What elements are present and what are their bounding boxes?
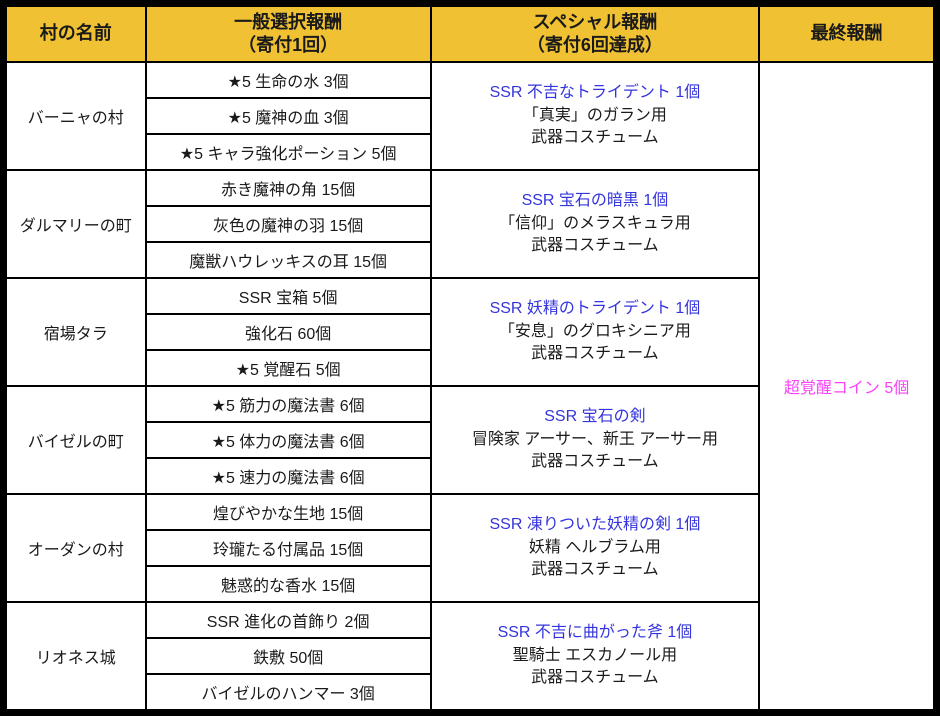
table-row: ★5 キャラ強化ポーション 5個	[4, 133, 937, 171]
village-cell: バイゼルの町	[2, 385, 147, 495]
special-reward-type: 武器コスチューム	[531, 669, 659, 687]
table-row: ★5 魔神の血 3個	[4, 97, 937, 135]
final-reward-text: 超覚醒コイン 5個	[783, 380, 910, 397]
special-reward-name: SSR 不吉なトライデント 1個	[489, 84, 701, 102]
header-general-reward: 一般選択報酬 （寄付1回）	[144, 2, 432, 63]
special-reward-type: 武器コスチューム	[531, 237, 659, 255]
special-reward-type: 武器コスチューム	[531, 129, 659, 147]
village-cell: 宿場タラ	[2, 277, 147, 387]
item-cell: ★5 覚醒石 5個	[144, 349, 432, 387]
special-reward-target: 妖精 ヘルブラム用	[528, 538, 661, 556]
village-cell: オーダンの村	[2, 493, 147, 603]
special-reward-cell: SSR 不吉なトライデント 1個 「真実」のガラン用 武器コスチューム	[429, 61, 761, 171]
final-reward-cell: 超覚醒コイン 5個	[758, 61, 938, 714]
header-general-reward-label: 一般選択報酬	[234, 11, 343, 32]
item-cell: 魅惑的な香水 15個	[144, 565, 432, 603]
item-cell: 玲瓏たる付属品 15個	[144, 529, 432, 567]
table-row: 鉄敷 50個	[4, 637, 937, 675]
item-cell: ★5 筋力の魔法書 6個	[144, 385, 432, 423]
table-row: 強化石 60個	[4, 313, 937, 351]
village-cell: バーニャの村	[2, 61, 147, 171]
item-cell: 赤き魔神の角 15個	[144, 169, 432, 207]
header-special-reward: スペシャル報酬 （寄付6回達成）	[429, 2, 761, 63]
item-cell: ★5 速力の魔法書 6個	[144, 457, 432, 495]
village-cell: ダルマリーの町	[2, 169, 147, 279]
special-reward-name: SSR 凍りついた妖精の剣 1個	[489, 516, 701, 534]
special-reward-cell: SSR 宝石の暗黒 1個 「信仰」のメラスキュラ用 武器コスチューム	[429, 169, 761, 279]
table-row: 玲瓏たる付属品 15個	[4, 529, 937, 567]
item-cell: バイゼルのハンマー 3個	[144, 673, 432, 714]
table-row: バイゼルの町 ★5 筋力の魔法書 6個 SSR 宝石の剣 冒険家 アーサー、新王…	[2, 385, 937, 495]
special-reward-type: 武器コスチューム	[531, 453, 659, 471]
table-row: 魔獣ハウレッキスの耳 15個	[4, 241, 937, 279]
header-final-reward: 最終報酬	[758, 2, 938, 63]
item-cell: 煌びやかな生地 15個	[144, 493, 432, 531]
header-general-reward-sublabel: （寄付1回）	[238, 35, 339, 55]
table-row: 宿場タラ SSR 宝箱 5個 SSR 妖精のトライデント 1個 「安息」のグロキ…	[2, 277, 937, 387]
special-reward-name: SSR 不吉に曲がった斧 1個	[497, 624, 693, 642]
village-cell: リオネス城	[2, 601, 147, 714]
table-row: オーダンの村 煌びやかな生地 15個 SSR 凍りついた妖精の剣 1個 妖精 ヘ…	[2, 493, 937, 603]
item-cell: ★5 魔神の血 3個	[144, 97, 432, 135]
item-cell: 魔獣ハウレッキスの耳 15個	[144, 241, 432, 279]
header-special-reward-sublabel: （寄付6回達成）	[526, 35, 663, 55]
header-special-reward-label: スペシャル報酬	[532, 11, 658, 32]
special-reward-type: 武器コスチューム	[531, 345, 659, 363]
special-reward-target: 「真実」のガラン用	[522, 106, 667, 124]
item-cell: 鉄敷 50個	[144, 637, 432, 675]
special-reward-cell: SSR 凍りついた妖精の剣 1個 妖精 ヘルブラム用 武器コスチューム	[429, 493, 761, 603]
special-reward-name: SSR 宝石の暗黒 1個	[521, 192, 669, 210]
table-row: ★5 体力の魔法書 6個	[4, 421, 937, 459]
header-village: 村の名前	[2, 2, 147, 63]
special-reward-cell: SSR 宝石の剣 冒険家 アーサー、新王 アーサー用 武器コスチューム	[429, 385, 761, 495]
table-row: 魅惑的な香水 15個	[4, 565, 937, 603]
item-cell: SSR 進化の首飾り 2個	[144, 601, 432, 639]
header-row: 村の名前 一般選択報酬 （寄付1回） スペシャル報酬 （寄付6回達成） 最終報酬	[2, 2, 938, 63]
item-cell: 灰色の魔神の羽 15個	[144, 205, 432, 243]
item-cell: 強化石 60個	[144, 313, 432, 351]
special-reward-name: SSR 妖精のトライデント 1個	[489, 300, 701, 318]
item-cell: ★5 キャラ強化ポーション 5個	[144, 133, 432, 171]
special-reward-type: 武器コスチューム	[531, 561, 659, 579]
item-cell: SSR 宝箱 5個	[144, 277, 432, 315]
table-row: ★5 覚醒石 5個	[4, 349, 937, 387]
special-reward-target: 聖騎士 エスカノール用	[512, 646, 678, 664]
special-reward-target: 「安息」のグロキシニア用	[498, 322, 691, 340]
special-reward-cell: SSR 不吉に曲がった斧 1個 聖騎士 エスカノール用 武器コスチューム	[429, 601, 761, 714]
item-cell: ★5 体力の魔法書 6個	[144, 421, 432, 459]
table-row: バーニャの村 ★5 生命の水 3個 SSR 不吉なトライデント 1個 「真実」の…	[2, 61, 938, 714]
special-reward-target: 「信仰」のメラスキュラ用	[499, 214, 691, 232]
table-row: ダルマリーの町 赤き魔神の角 15個 SSR 宝石の暗黒 1個 「信仰」のメラス…	[2, 169, 937, 279]
header-final-reward-label: 最終報酬	[810, 23, 883, 44]
special-reward-cell: SSR 妖精のトライデント 1個 「安息」のグロキシニア用 武器コスチューム	[429, 277, 761, 387]
table-row: ★5 速力の魔法書 6個	[4, 457, 937, 495]
special-reward-target: 冒険家 アーサー、新王 アーサー用	[471, 430, 718, 448]
item-cell: ★5 生命の水 3個	[144, 61, 432, 99]
table-row: 灰色の魔神の羽 15個	[4, 205, 937, 243]
special-reward-name: SSR 宝石の剣	[544, 408, 646, 426]
header-village-label: 村の名前	[39, 23, 112, 44]
